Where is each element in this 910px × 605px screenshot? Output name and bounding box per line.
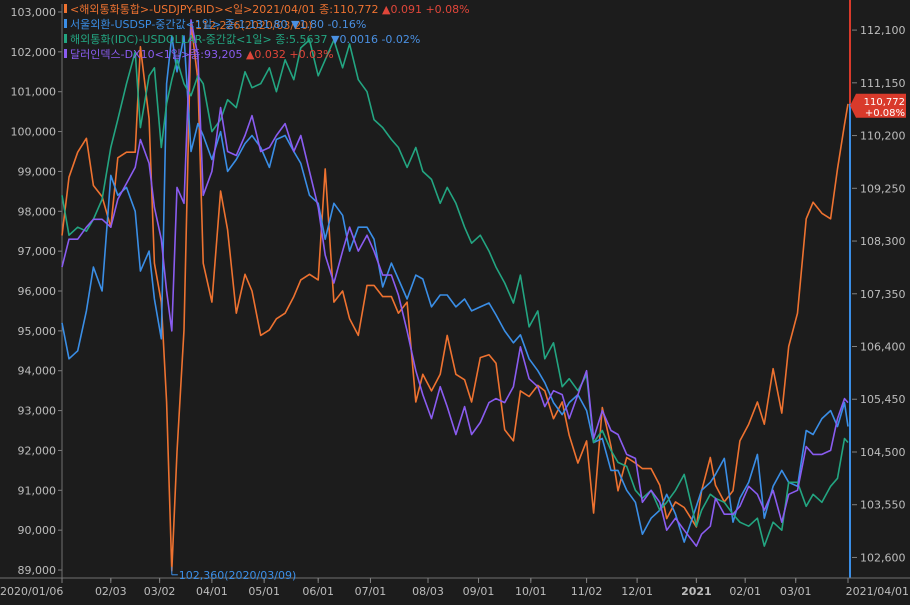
right-tick-label: 109,250 <box>860 182 906 195</box>
x-tick-label: 04/01 <box>196 585 228 598</box>
legend-entry-usdjpy: <해외통화통합>-USDJPY-BID><일>2021/04/01 종:110,… <box>70 2 470 16</box>
right-tick-label: 103,550 <box>860 499 906 512</box>
left-tick-label: 103,000 <box>11 6 57 19</box>
x-tick-label: 08/03 <box>412 585 444 598</box>
left-tick-label: 102,000 <box>11 46 57 59</box>
x-tick-label: 2020/01/06 <box>0 585 63 598</box>
right-tick-label: 105,450 <box>860 393 906 406</box>
annotation-label: 112,226(2020/03/20) <box>195 19 312 32</box>
x-tick-label: 10/01 <box>515 585 547 598</box>
x-tick-label: 07/01 <box>355 585 387 598</box>
left-tick-label: 92,000 <box>18 444 57 457</box>
x-axis-ticks: 2020/01/06 02/03 03/02 04/01 05/01 06/01 07/01… <box>0 577 910 598</box>
x-tick-label: 2021/04/01 <box>846 585 909 598</box>
x-tick-label: 03/01 <box>780 585 812 598</box>
legend-name: 해외통화(IDC)-USDOLLAR-중간값<1일> 종:5.5637 <box>70 32 331 46</box>
left-tick-label: 95,000 <box>18 325 57 338</box>
right-tick-label: 102,600 <box>860 551 906 564</box>
legend-swatch-dollar_index <box>64 49 67 58</box>
legend-swatch-usdjpy <box>64 4 67 13</box>
legend-entry-dollar_index: 달러인덱스-DX10<1일>종:93,205 ▲0.032 +0.03% <box>70 47 334 61</box>
right-tick-label: 112,100 <box>860 24 906 37</box>
left-tick-label: 89,000 <box>18 564 57 577</box>
series-line-usdkrw_sp <box>61 35 849 543</box>
legend-change: ▲0.091 +0.08% <box>382 3 470 16</box>
annotation-layer: 102,360(2020/03/09) 112,226(2020/03/20) <box>171 19 312 582</box>
left-tick-label: 100,000 <box>11 126 57 139</box>
left-tick-label: 90,000 <box>18 524 57 537</box>
x-tick-label: 12/01 <box>621 585 653 598</box>
legend-swatch-usdkrw_sp <box>64 19 67 28</box>
legend-name: <해외통화통합>-USDJPY-BID><일>2021/04/01 종:110,… <box>70 2 382 16</box>
x-tick-label: 02/01 <box>729 585 761 598</box>
left-tick-label: 97,000 <box>18 245 57 258</box>
x-tick-label: 02/03 <box>95 585 127 598</box>
series-line-usdjpy <box>61 22 849 572</box>
series-line-dollar_index <box>61 19 849 547</box>
x-tick-label: 05/01 <box>248 585 280 598</box>
series-line-dxy_idc <box>61 39 849 547</box>
badge-value: 110,772 <box>864 97 905 108</box>
left-tick-label: 94,000 <box>18 365 57 378</box>
left-tick-label: 98,000 <box>18 205 57 218</box>
legend-change: ▼1.80 -0.16% <box>291 18 366 31</box>
right-tick-label: 110,200 <box>860 130 906 143</box>
x-tick-label: 09/01 <box>463 585 495 598</box>
legend-entry-usdkrw_sp: 서울외환-USDSP-중간값<1일> 종:1,131.80 ▼1.80 -0.1… <box>70 17 366 31</box>
badge-shape <box>850 93 906 118</box>
last-price-badge-layer: 110,772+0.08% <box>850 93 906 119</box>
series-layer <box>61 19 849 572</box>
legend-swatch-dxy_idc <box>64 34 67 43</box>
legend-name: 달러인덱스-DX10<1일>종:93,205 <box>70 47 246 61</box>
legend: <해외통화통합>-USDJPY-BID><일>2021/04/01 종:110,… <box>64 2 470 61</box>
left-tick-label: 96,000 <box>18 285 57 298</box>
x-tick-label: 11/02 <box>571 585 603 598</box>
right-tick-label: 111,150 <box>860 77 906 90</box>
left-tick-label: 93,000 <box>18 405 57 418</box>
legend-change: ▲0.032 +0.03% <box>246 48 334 61</box>
annotation-label: 102,360(2020/03/09) <box>179 569 296 582</box>
left-tick-label: 99,000 <box>18 165 57 178</box>
right-tick-label: 108,300 <box>860 235 906 248</box>
right-tick-label: 107,350 <box>860 288 906 301</box>
left-tick-label: 101,000 <box>11 86 57 99</box>
left-axis-ticks: 89,000 90,000 91,000 92,000 93,000 94,000 95,0… <box>11 4 63 578</box>
x-tick-label: 03/02 <box>144 585 176 598</box>
right-tick-label: 106,400 <box>860 341 906 354</box>
legend-change: ▼0.0016 -0.02% <box>331 33 420 46</box>
badge-change: +0.08% <box>865 108 905 119</box>
right-tick-label: 104,500 <box>860 446 906 459</box>
legend-name: 서울외환-USDSP-중간값<1일> 종:1,131.80 <box>70 17 291 31</box>
x-tick-label: 2021 <box>681 585 712 598</box>
x-tick-label: 06/01 <box>302 585 334 598</box>
legend-entry-dxy_idc: 해외통화(IDC)-USDOLLAR-중간값<1일> 종:5.5637 ▼0.0… <box>70 32 420 46</box>
left-tick-label: 91,000 <box>18 484 57 497</box>
right-axis-ticks: 102,600 103,550 104,500 105,450 106,400 107,3… <box>849 0 906 578</box>
